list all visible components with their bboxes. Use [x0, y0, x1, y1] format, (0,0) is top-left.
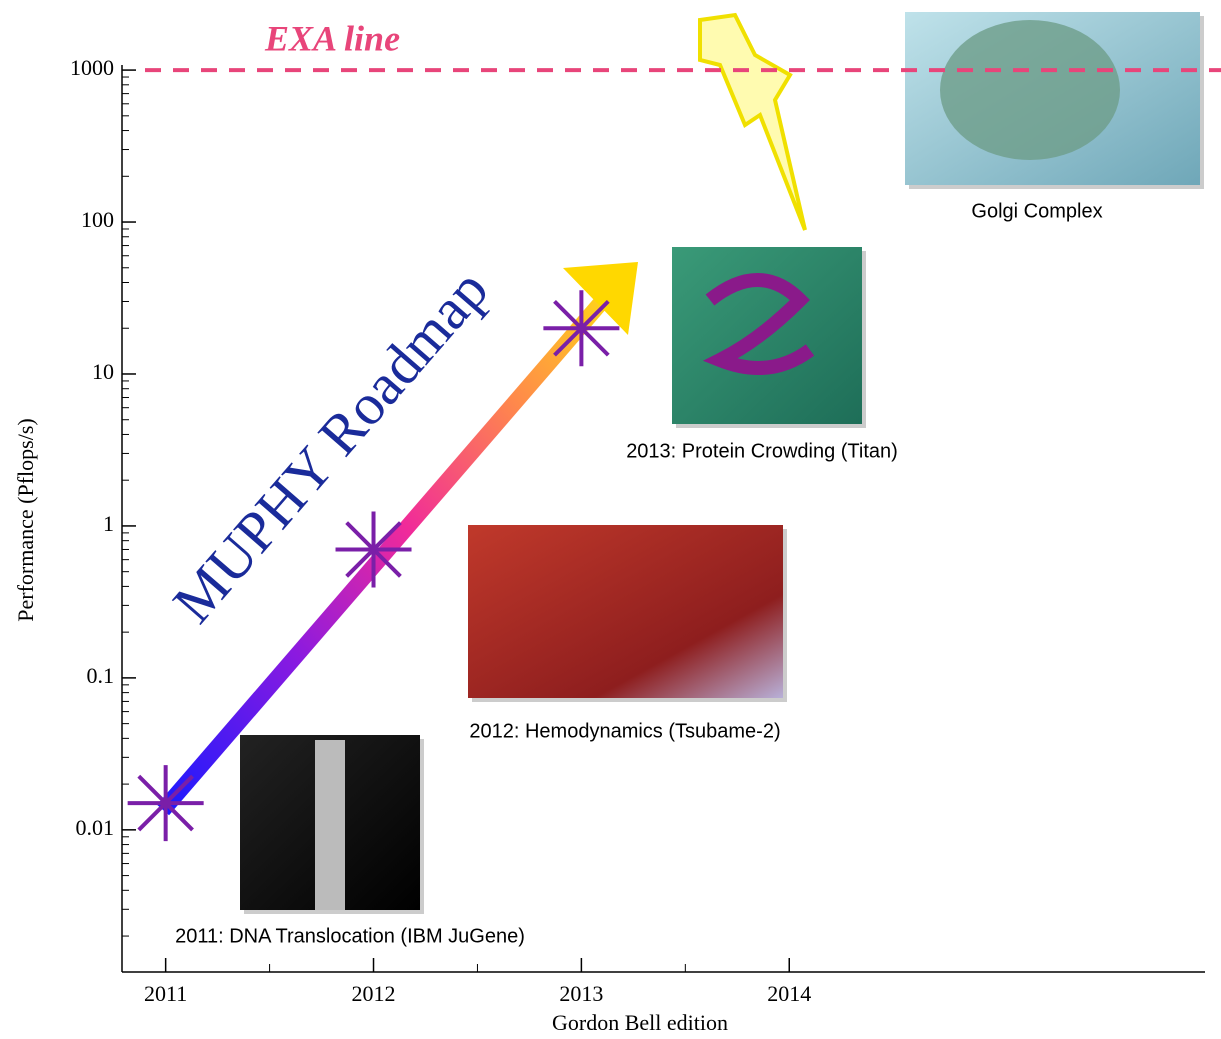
caption: 2013: Protein Crowding (Titan) — [626, 440, 898, 462]
roadmap-arrow — [156, 292, 612, 816]
y-tick-label: 0.01 — [76, 815, 115, 840]
y-tick-label: 1000 — [70, 55, 114, 80]
star-marker — [543, 290, 620, 367]
y-tick-label: 100 — [81, 207, 114, 232]
caption: Golgi Complex — [971, 200, 1102, 222]
roadmap-arrowhead — [563, 262, 638, 335]
y-tick-label: 10 — [92, 359, 114, 384]
caption: 2011: DNA Translocation (IBM JuGene) — [175, 925, 525, 947]
y-axis-label: Performance (Pflops/s) — [13, 418, 38, 621]
x-tick-label: 2013 — [559, 981, 603, 1006]
exa-label: EXA line — [264, 18, 400, 58]
x-tick-label: 2011 — [144, 981, 187, 1006]
roadmap-label: MUPHY Roadmap — [160, 257, 500, 635]
y-tick-label: 0.1 — [87, 663, 115, 688]
x-tick-label: 2014 — [767, 981, 811, 1006]
caption: 2012: Hemodynamics (Tsubame-2) — [469, 720, 780, 742]
star-marker — [127, 765, 204, 842]
pictures — [240, 12, 1204, 914]
y-tick-label: 1 — [103, 511, 114, 536]
x-tick-label: 2012 — [352, 981, 396, 1006]
x-axis-label: Gordon Bell edition — [552, 1010, 728, 1035]
star-marker — [335, 511, 412, 588]
